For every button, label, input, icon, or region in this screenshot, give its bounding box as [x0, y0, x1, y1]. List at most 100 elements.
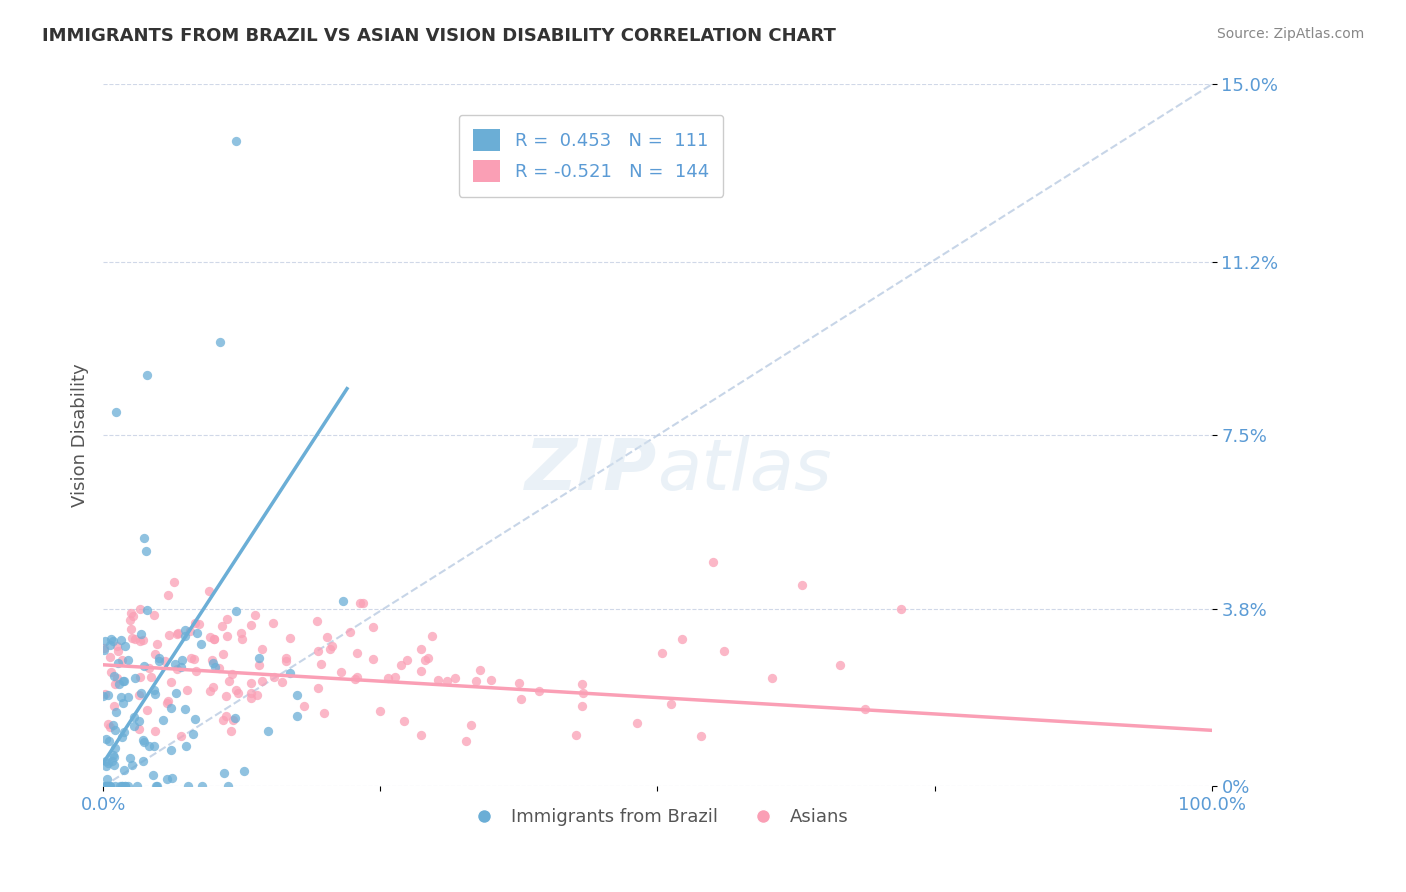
Point — [100, 665, 122, 680]
Point — [129, 602, 152, 616]
Point — [464, 674, 486, 689]
Point — [103, 698, 125, 713]
Point — [233, 764, 256, 779]
Point — [117, 690, 139, 705]
Point — [411, 664, 433, 678]
Point — [117, 653, 139, 667]
Point — [120, 751, 142, 765]
Point — [257, 724, 280, 739]
Point — [138, 739, 160, 753]
Point — [396, 653, 419, 667]
Point — [157, 628, 180, 642]
Point — [114, 780, 136, 794]
Point — [479, 673, 502, 687]
Point — [98, 638, 121, 652]
Point — [416, 651, 439, 665]
Point — [790, 578, 813, 592]
Point — [134, 735, 156, 749]
Point — [198, 630, 221, 644]
Point — [96, 780, 118, 794]
Point — [105, 639, 128, 653]
Point — [111, 780, 134, 794]
Y-axis label: Vision Disability: Vision Disability — [72, 364, 89, 508]
Point — [111, 653, 134, 667]
Point — [225, 134, 247, 148]
Point — [93, 643, 115, 657]
Point — [108, 677, 131, 691]
Point — [221, 666, 243, 681]
Point — [243, 608, 266, 623]
Point — [156, 696, 179, 710]
Point — [384, 671, 406, 685]
Point — [97, 688, 120, 702]
Point — [103, 677, 125, 691]
Point — [128, 688, 150, 702]
Point — [112, 696, 135, 710]
Point — [156, 587, 179, 601]
Point — [174, 739, 197, 754]
Point — [389, 658, 412, 673]
Point — [413, 653, 436, 667]
Point — [226, 686, 249, 700]
Point — [217, 780, 239, 794]
Text: ZIP: ZIP — [526, 436, 658, 505]
Point — [93, 688, 115, 702]
Point — [131, 733, 153, 747]
Point — [853, 701, 876, 715]
Point — [142, 608, 165, 623]
Point — [143, 724, 166, 739]
Point — [134, 531, 156, 545]
Point — [571, 676, 593, 690]
Point — [368, 705, 391, 719]
Point — [105, 405, 128, 419]
Point — [377, 672, 399, 686]
Point — [292, 698, 315, 713]
Point — [100, 632, 122, 647]
Point — [184, 616, 207, 631]
Point — [96, 772, 118, 787]
Point — [215, 708, 238, 723]
Point — [97, 717, 120, 731]
Point — [146, 780, 169, 794]
Point — [121, 632, 143, 646]
Point — [626, 715, 648, 730]
Point — [128, 633, 150, 648]
Point — [114, 639, 136, 653]
Point — [198, 584, 221, 599]
Point — [132, 658, 155, 673]
Point — [152, 714, 174, 728]
Point — [174, 623, 197, 637]
Point — [702, 555, 724, 569]
Point — [170, 729, 193, 743]
Point — [129, 627, 152, 641]
Point — [117, 780, 139, 794]
Point — [247, 658, 270, 673]
Point — [346, 646, 368, 660]
Point — [217, 629, 239, 643]
Point — [319, 641, 342, 656]
Point — [191, 780, 214, 794]
Point — [128, 722, 150, 736]
Point — [219, 724, 242, 739]
Point — [761, 671, 783, 685]
Point — [139, 670, 162, 684]
Point — [143, 739, 166, 753]
Point — [713, 644, 735, 658]
Point — [142, 767, 165, 781]
Legend: Immigrants from Brazil, Asians: Immigrants from Brazil, Asians — [458, 801, 856, 834]
Point — [135, 544, 157, 558]
Point — [101, 634, 124, 648]
Point — [148, 654, 170, 668]
Point — [231, 626, 253, 640]
Point — [98, 780, 121, 794]
Point — [215, 690, 238, 704]
Point — [307, 681, 329, 695]
Point — [239, 686, 262, 700]
Point — [262, 616, 284, 631]
Point — [104, 723, 127, 737]
Point — [176, 682, 198, 697]
Point — [98, 733, 121, 747]
Point — [136, 603, 159, 617]
Point — [181, 726, 204, 740]
Point — [101, 718, 124, 732]
